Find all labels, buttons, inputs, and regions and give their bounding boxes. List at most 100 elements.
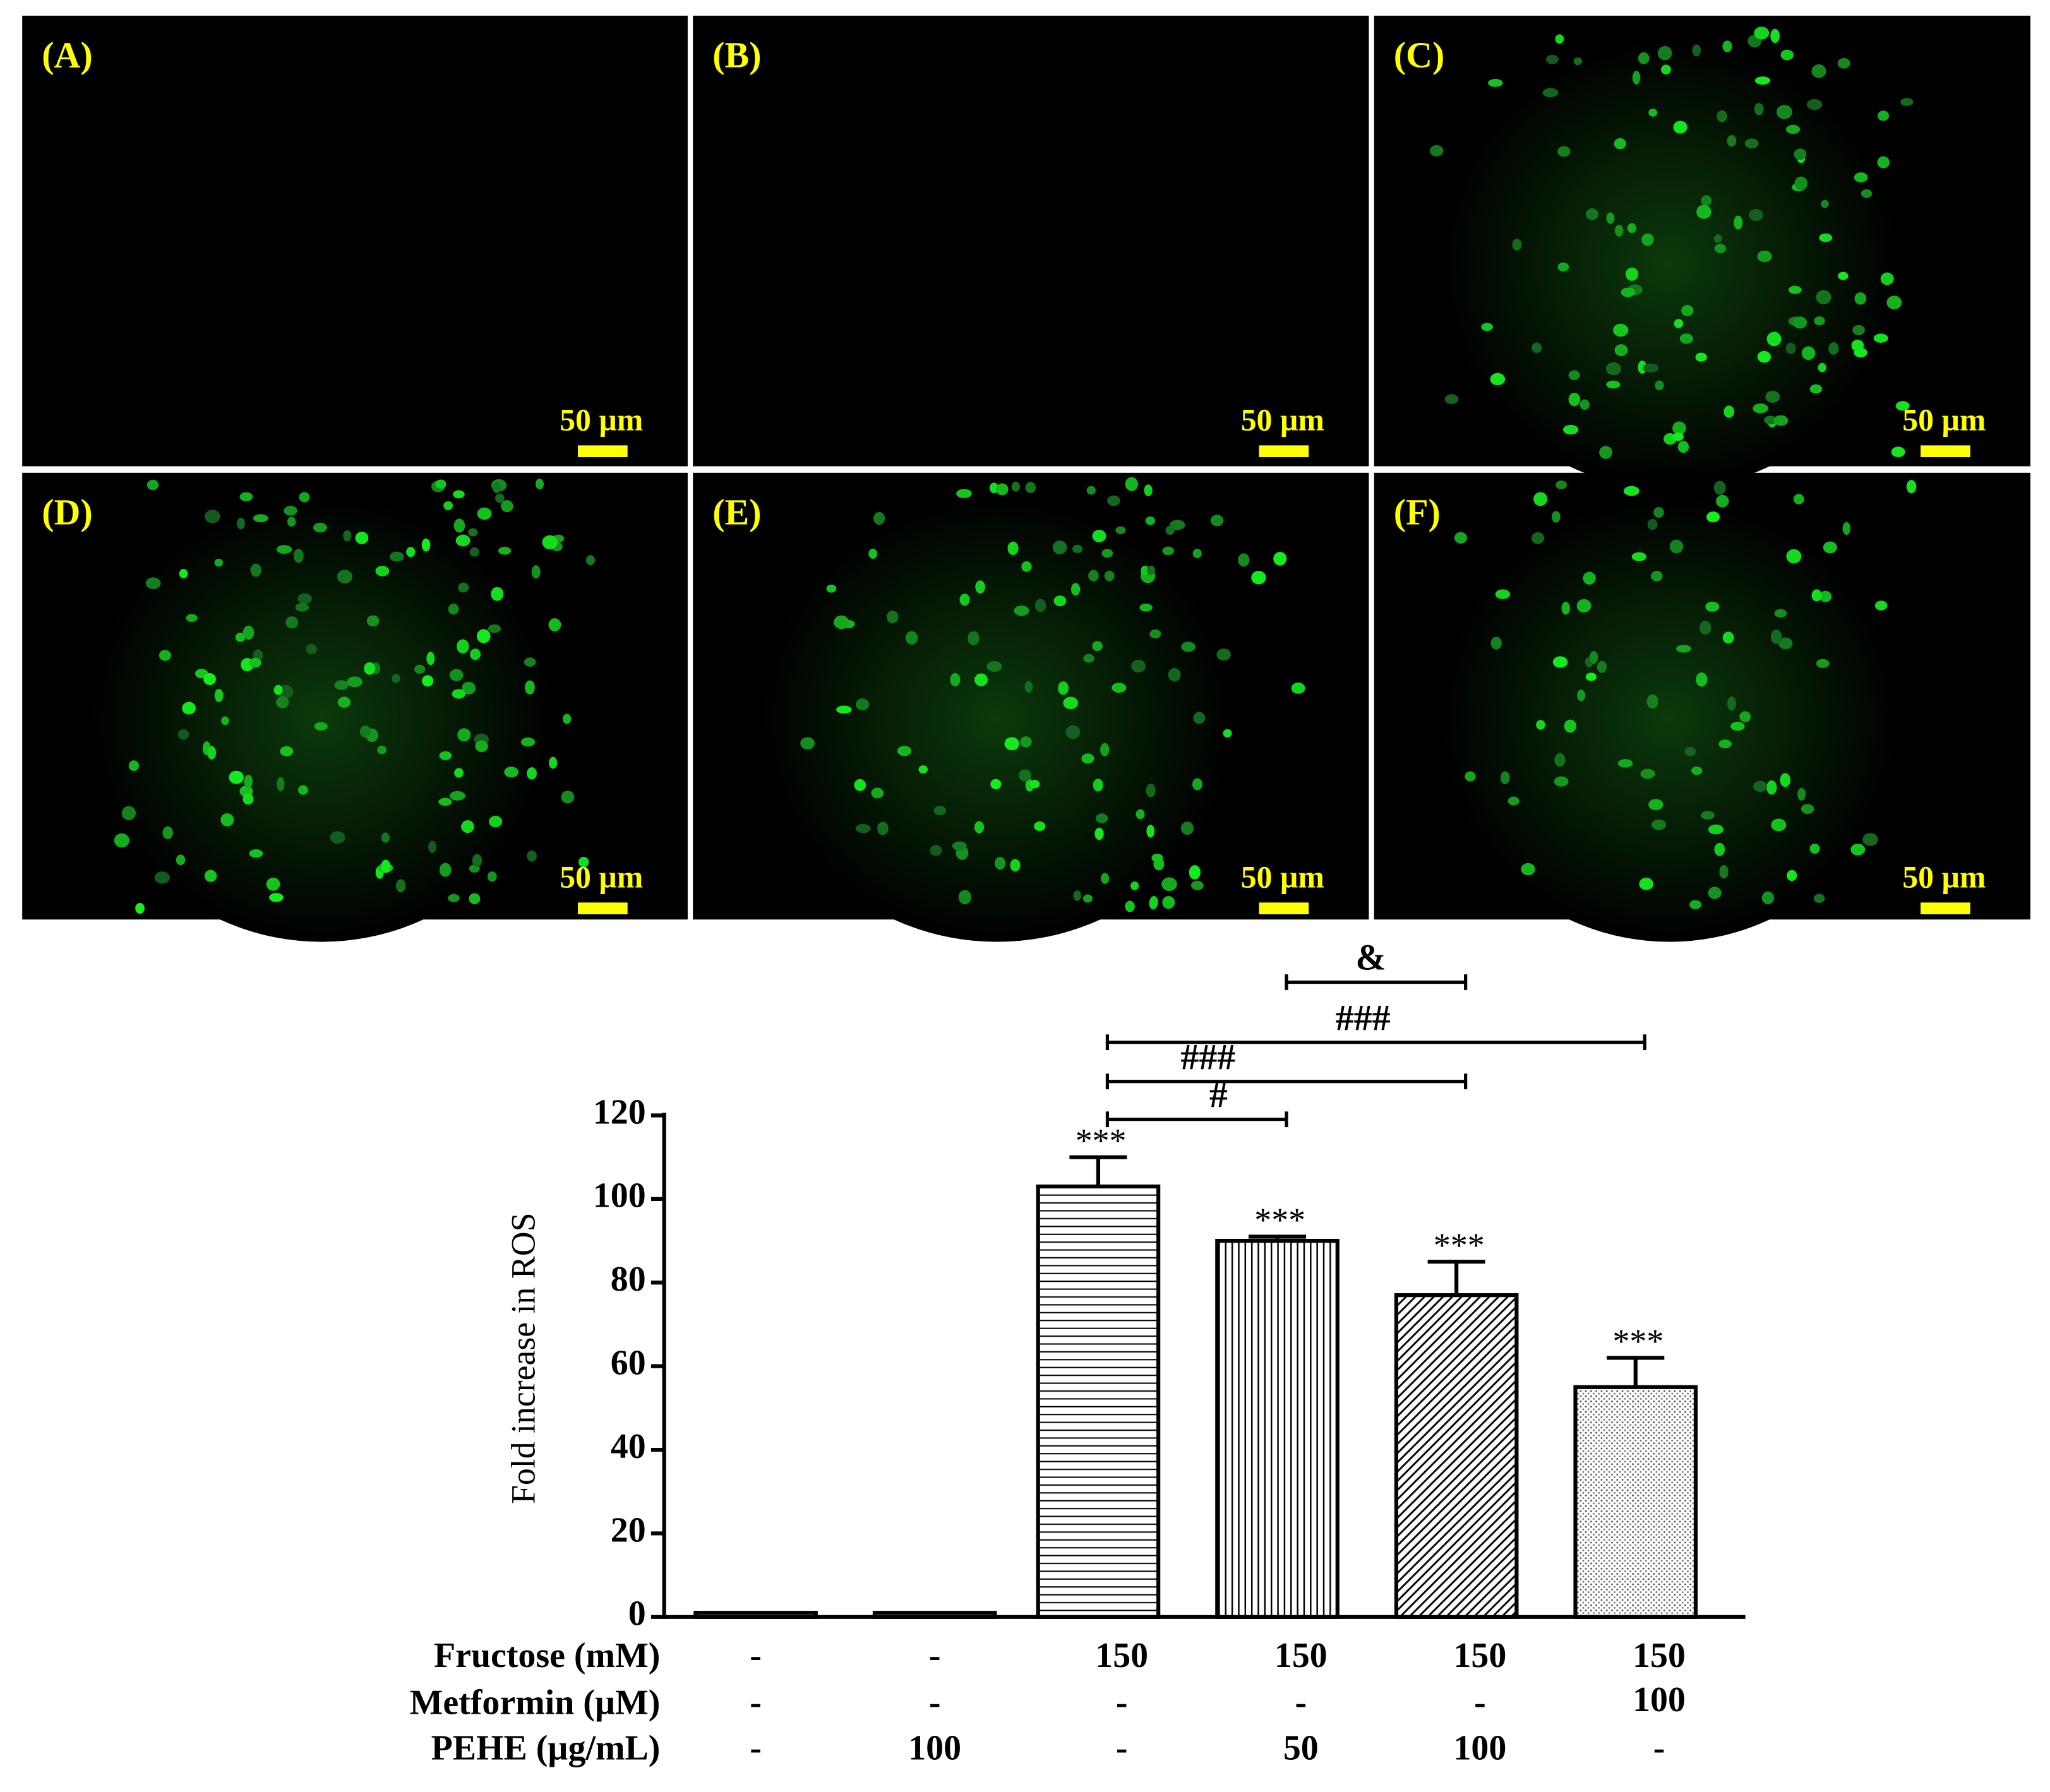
cell	[1646, 694, 1658, 709]
cell	[1144, 484, 1153, 496]
cell	[186, 614, 198, 623]
cell	[1653, 506, 1664, 518]
cell	[1695, 352, 1707, 362]
cell	[1465, 771, 1476, 782]
cell	[1555, 481, 1567, 489]
cell	[457, 639, 469, 654]
cell	[1238, 553, 1250, 567]
cell	[1862, 833, 1878, 846]
cell	[1554, 776, 1569, 787]
cell	[1793, 494, 1804, 505]
scale-bar	[1921, 902, 1970, 914]
cell	[428, 840, 437, 853]
cell	[469, 547, 479, 557]
cell	[1193, 712, 1206, 724]
significance-label: ***	[1076, 1121, 1127, 1159]
bar	[1573, 1385, 1698, 1619]
cell	[1891, 446, 1905, 458]
cell	[1842, 522, 1851, 535]
cell	[950, 672, 961, 687]
cell	[1223, 729, 1232, 738]
cell	[1086, 486, 1096, 495]
cell	[1708, 887, 1722, 899]
cell	[1706, 511, 1720, 523]
cell	[1838, 272, 1849, 280]
cell	[1794, 176, 1808, 191]
cell	[1190, 880, 1204, 890]
cell	[359, 726, 371, 738]
cell	[501, 500, 513, 513]
bracket-label: ###	[1336, 997, 1391, 1038]
cell	[458, 582, 469, 593]
condition-value: 50	[1283, 1729, 1319, 1768]
cell	[1165, 525, 1175, 535]
cell	[1216, 648, 1231, 661]
cell	[1576, 599, 1591, 613]
cell	[1614, 344, 1628, 357]
cell	[452, 689, 465, 699]
cell	[284, 505, 297, 516]
cell	[1766, 780, 1777, 795]
cell	[1168, 667, 1181, 682]
cell	[135, 903, 145, 914]
cell	[249, 849, 263, 858]
scale-bar-label: 50 µm	[1902, 860, 1986, 895]
cell	[1722, 631, 1734, 644]
cell	[375, 566, 390, 576]
cell	[1149, 629, 1161, 639]
y-tick-label: 20	[611, 1510, 646, 1550]
cell	[426, 652, 435, 666]
cell	[959, 594, 970, 606]
cell	[1101, 873, 1110, 884]
cell	[905, 631, 918, 645]
scale-bar-label: 50 µm	[1902, 403, 1986, 438]
cell	[1083, 654, 1094, 663]
cell	[1787, 869, 1797, 881]
cell	[285, 616, 299, 629]
panel-label: (C)	[1394, 34, 1444, 75]
cell	[527, 767, 537, 780]
condition-label: Metformin (µM)	[410, 1683, 661, 1722]
cell	[525, 680, 535, 695]
cell	[214, 688, 224, 702]
condition-value: -	[929, 1636, 941, 1675]
cell	[1753, 403, 1768, 414]
cell	[364, 662, 376, 675]
cell	[491, 587, 504, 601]
condition-value: -	[929, 1683, 941, 1722]
cell	[313, 522, 327, 533]
cell	[421, 538, 431, 552]
cell	[462, 681, 476, 695]
cell	[1655, 380, 1664, 390]
cell	[381, 859, 391, 873]
cell	[897, 746, 912, 756]
cell	[1490, 636, 1502, 650]
cell	[453, 518, 465, 533]
cell	[239, 492, 253, 501]
bar	[1394, 1293, 1519, 1619]
cell	[1770, 630, 1782, 644]
cell	[438, 797, 452, 806]
cell	[1679, 333, 1693, 344]
cell	[995, 483, 1009, 496]
cell	[203, 673, 216, 685]
cell	[1821, 200, 1829, 208]
cell	[1774, 609, 1787, 618]
cell	[1785, 342, 1796, 354]
cell	[1625, 267, 1639, 281]
cell	[330, 831, 345, 844]
cell	[520, 738, 536, 747]
cell	[1647, 518, 1658, 530]
cell	[986, 660, 1002, 672]
cell	[1545, 54, 1559, 64]
cell	[1801, 804, 1814, 814]
cell	[1125, 477, 1139, 491]
cell	[562, 714, 572, 724]
panel-label: (F)	[1394, 491, 1441, 532]
cell	[1716, 494, 1729, 508]
cell	[1532, 342, 1542, 353]
condition-label: PEHE (µg/mL)	[431, 1729, 661, 1768]
cell	[1713, 234, 1722, 243]
cell	[868, 548, 878, 559]
